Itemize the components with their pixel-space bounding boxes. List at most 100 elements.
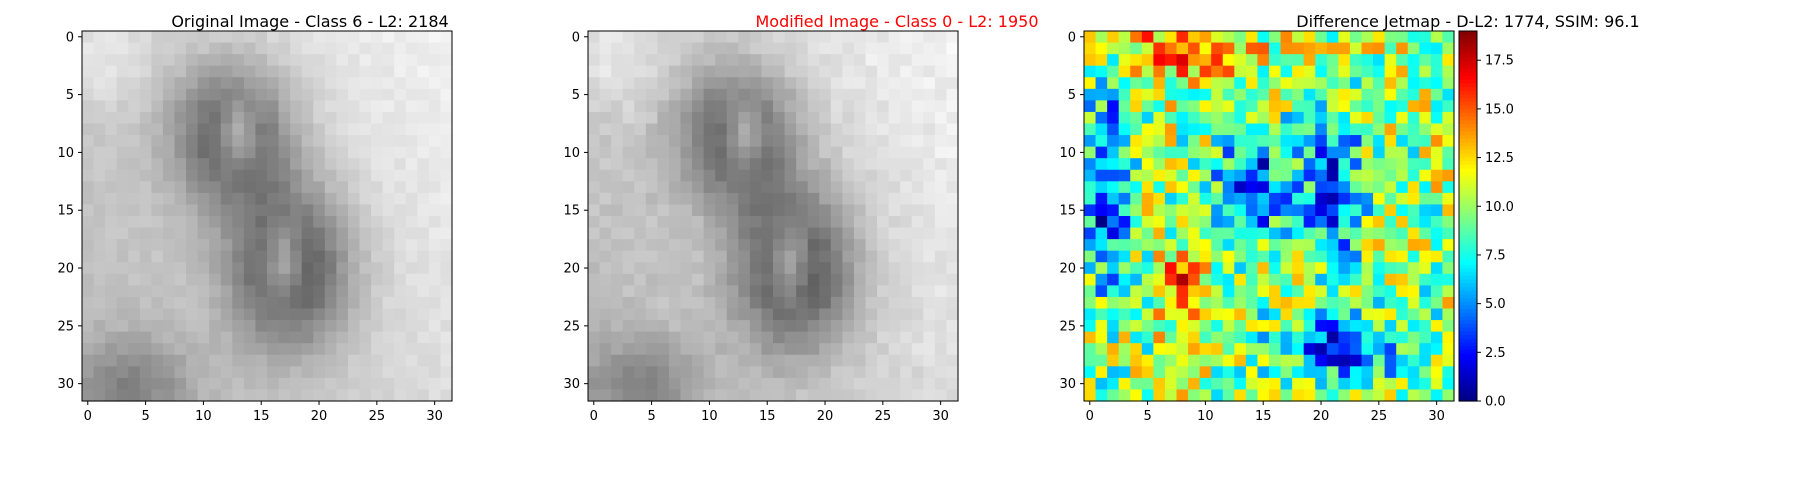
heatmap-cell [692, 262, 705, 275]
heatmap-cell [1199, 377, 1212, 391]
heatmap-cell [174, 169, 187, 182]
heatmap-cell [692, 366, 705, 379]
heatmap-cell [761, 169, 774, 182]
heatmap-cell [796, 273, 809, 286]
heatmap-cell [946, 343, 959, 356]
heatmap-cell [82, 169, 95, 182]
heatmap-cell [807, 135, 820, 148]
heatmap-cell [611, 88, 624, 101]
heatmap-cell [232, 169, 245, 182]
heatmap-cell [405, 239, 418, 252]
heatmap-cell [599, 262, 612, 275]
heatmap-cell [313, 42, 326, 55]
heatmap-cell [634, 31, 647, 44]
heatmap-cell [1118, 343, 1131, 356]
heatmap-cell [853, 111, 867, 125]
heatmap-cell [1338, 366, 1351, 379]
heatmap-cell [440, 65, 453, 78]
heatmap-cell [634, 250, 647, 263]
heatmap-cell [668, 331, 682, 344]
heatmap-cell [1188, 366, 1201, 379]
heatmap-cell [853, 250, 867, 263]
heatmap-cell [128, 135, 141, 148]
heatmap-cell [934, 111, 948, 125]
heatmap-cell [290, 285, 303, 298]
panel-original: Original Image - Class 6 - L2: 2184 0 5 10… [0, 0, 600, 500]
heatmap-cell [82, 273, 95, 286]
heatmap-cell [394, 146, 407, 159]
colorbar-segment [1459, 315, 1477, 321]
heatmap-cell [1176, 88, 1189, 101]
heatmap-cell [911, 42, 924, 55]
heatmap-cell [1084, 320, 1097, 333]
heatmap-cell [1153, 146, 1166, 159]
heatmap-cell [1234, 54, 1247, 67]
heatmap-cell [1222, 42, 1235, 55]
x-tick-label: 10 [195, 409, 212, 424]
heatmap-cell [1361, 239, 1374, 252]
heatmap-cell [394, 216, 407, 229]
heatmap-cell [819, 100, 832, 113]
heatmap-cell [197, 216, 210, 229]
heatmap-cell [842, 273, 855, 286]
heatmap-cell [1118, 146, 1131, 159]
heatmap-cell [703, 111, 716, 125]
colorbar-segment [1459, 367, 1477, 372]
heatmap-cell [197, 111, 210, 125]
heatmap-cell [255, 389, 268, 402]
heatmap-cell [923, 42, 936, 55]
heatmap-cell [116, 88, 129, 101]
heatmap-cell [428, 181, 442, 194]
heatmap-cell [417, 343, 430, 356]
heatmap-cell [923, 273, 936, 286]
heatmap-cell [1269, 158, 1282, 171]
heatmap-cell [819, 88, 832, 101]
heatmap-cell [1257, 42, 1270, 55]
heatmap-cell [1384, 204, 1397, 217]
heatmap-cell [1338, 262, 1351, 275]
heatmap-cell [1280, 227, 1293, 240]
heatmap-cell [668, 77, 682, 90]
heatmap-cell [394, 42, 407, 55]
heatmap-cell [1222, 273, 1235, 286]
heatmap-cell [900, 239, 913, 252]
heatmap-cell [347, 158, 361, 171]
heatmap-cell [209, 343, 222, 356]
heatmap-cell [1188, 331, 1201, 344]
colorbar-segment [1459, 160, 1477, 165]
heatmap-cell [394, 320, 407, 333]
heatmap-cell [819, 239, 832, 252]
heatmap-cell [394, 31, 407, 44]
heatmap-cell [1442, 239, 1455, 252]
heatmap-cell [1269, 192, 1282, 206]
heatmap-cell [405, 366, 418, 379]
heatmap-cell [313, 135, 326, 148]
heatmap-cell [819, 250, 832, 263]
heatmap-cell [692, 285, 705, 298]
heatmap-cell [1118, 308, 1131, 321]
heatmap-cell [290, 146, 303, 159]
heatmap-cell [1315, 320, 1328, 333]
heatmap-cell [611, 227, 624, 240]
colorbar-segment [1459, 71, 1477, 76]
heatmap-cell [738, 100, 751, 113]
heatmap-cell [220, 65, 233, 78]
heatmap-cell [243, 273, 257, 286]
heatmap-cell [371, 343, 384, 356]
heatmap-cell [842, 31, 855, 44]
heatmap-cell [290, 54, 303, 67]
heatmap-cell [680, 77, 693, 90]
heatmap-cell [1257, 169, 1270, 182]
heatmap-cell [588, 100, 601, 113]
heatmap-cell [668, 320, 682, 333]
heatmap-cell [796, 65, 809, 78]
heatmap-cell [622, 377, 635, 391]
heatmap-cell [1245, 296, 1259, 310]
heatmap-cell [1107, 54, 1120, 67]
heatmap-cell [1407, 331, 1420, 344]
heatmap-cell [428, 331, 442, 344]
heatmap-cell [197, 366, 210, 379]
heatmap-cell [394, 250, 407, 263]
heatmap-cell [128, 262, 141, 275]
colorbar-segment [1459, 375, 1477, 380]
